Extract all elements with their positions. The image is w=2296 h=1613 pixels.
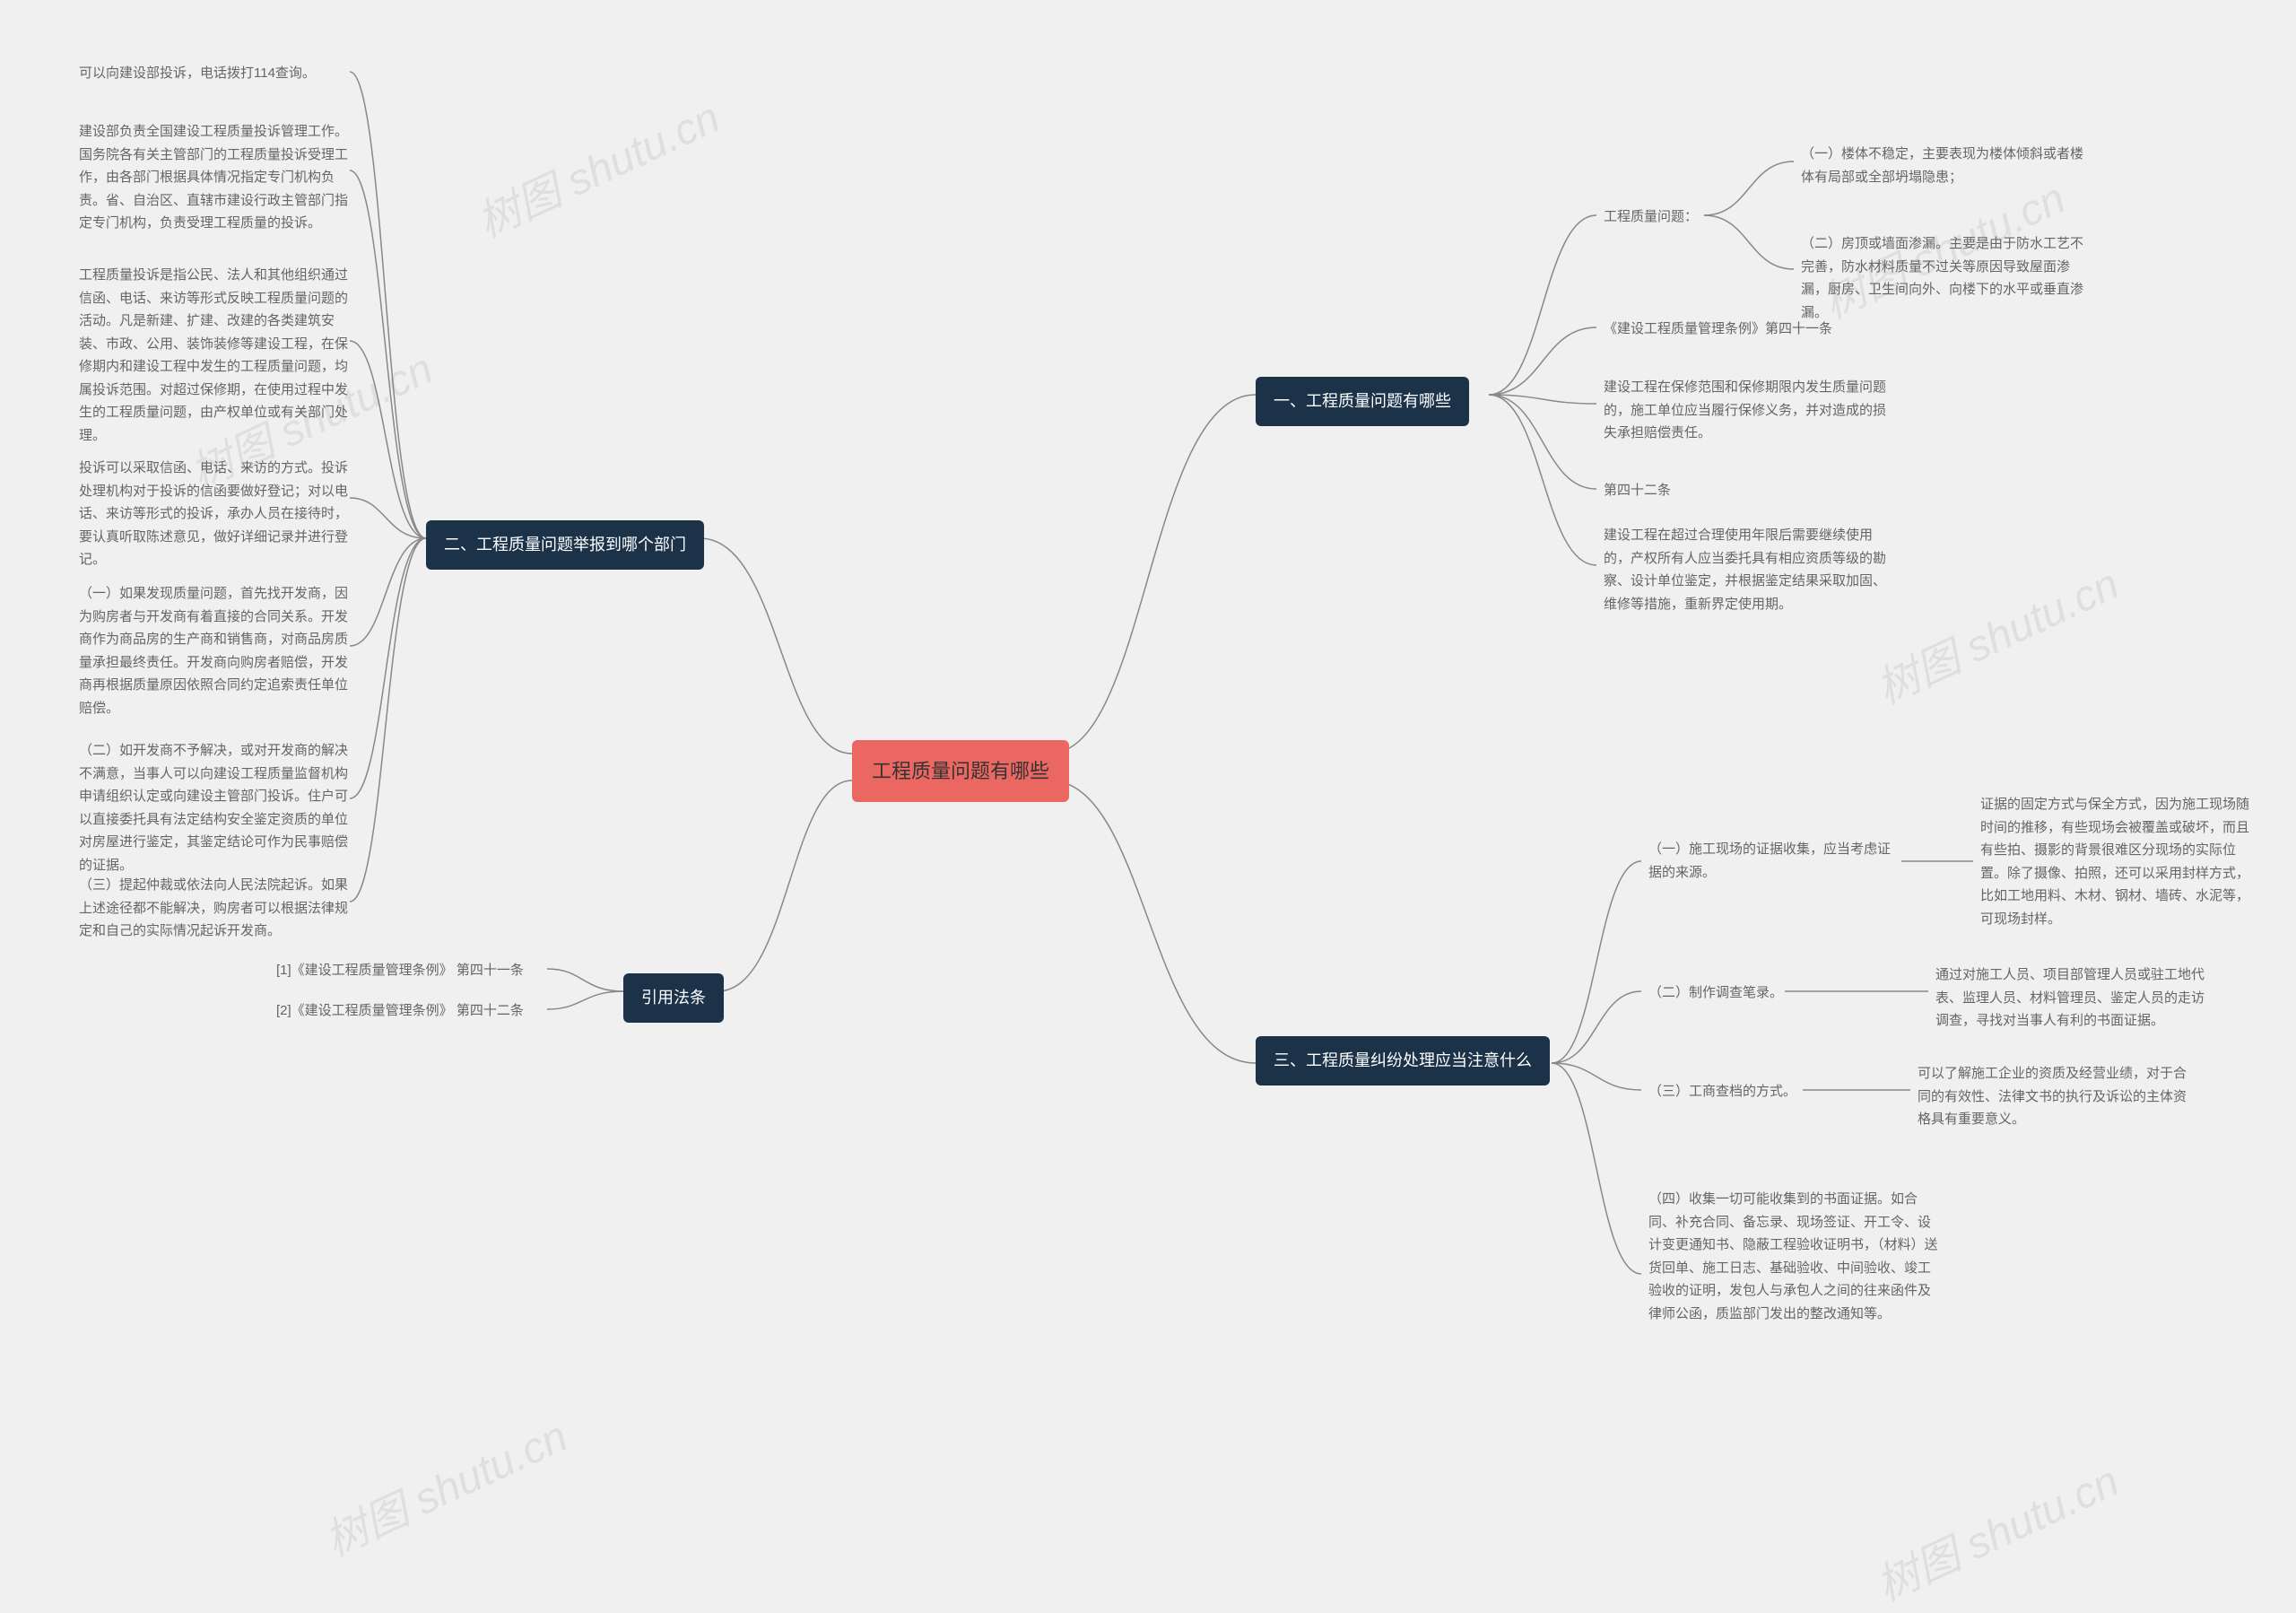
leaf-node: （三）提起仲裁或依法向人民法院起诉。如果上述途径都不能解决，购房者可以根据法律规… [72, 870, 359, 946]
leaf-node: 第四十二条 [1596, 475, 1678, 506]
leaf-node: 投诉可以采取信函、电话、来访的方式。投诉处理机构对于投诉的信函要做好登记；对以电… [72, 453, 359, 575]
branch-node[interactable]: 二、工程质量问题举报到哪个部门 [426, 520, 704, 570]
branch-node[interactable]: 引用法条 [623, 973, 724, 1023]
leaf-node: [1]《建设工程质量管理条例》 第四十一条 [269, 955, 531, 986]
leaf-node: 建设工程在保修范围和保修期限内发生质量问题的，施工单位应当履行保修义务，并对造成… [1596, 372, 1901, 449]
mid-node[interactable]: （三）工商查档的方式。 [1641, 1077, 1804, 1107]
leaf-node: 建设工程在超过合理使用年限后需要继续使用的，产权所有人应当委托具有相应资质等级的… [1596, 520, 1901, 619]
leaf-node: 通过对施工人员、项目部管理人员或驻工地代表、监理人员、材料管理员、鉴定人员的走访… [1928, 960, 2215, 1036]
leaf-node: 可以向建设部投诉，电话拨打114查询。 [72, 58, 323, 89]
leaf-node: 证据的固定方式与保全方式，因为施工现场随时间的推移，有些现场会被覆盖或破坏，而且… [1973, 789, 2260, 934]
leaf-node: 建设部负责全国建设工程质量投诉管理工作。国务院各有关主管部门的工程质量投诉受理工… [72, 117, 359, 239]
watermark: 树图 shutu.cn [1865, 1446, 2127, 1613]
mid-node[interactable]: （二）制作调查笔录。 [1641, 978, 1790, 1008]
branch-node[interactable]: 一、工程质量问题有哪些 [1256, 377, 1469, 426]
mindmap-container: 树图 shutu.cn 树图 shutu.cn 树图 shutu.cn 树图 s… [0, 0, 2296, 1555]
leaf-node: （一）如果发现质量问题，首先找开发商，因为购房者与开发商有着直接的合同关系。开发… [72, 579, 359, 723]
leaf-node: [2]《建设工程质量管理条例》 第四十二条 [269, 996, 531, 1026]
leaf-node: 可以了解施工企业的资质及经营业绩，对于合同的有效性、法律文书的执行及诉讼的主体资… [1910, 1059, 2197, 1135]
watermark: 树图 shutu.cn [1865, 549, 2127, 716]
mid-node[interactable]: （一）施工现场的证据收集，应当考虑证据的来源。 [1641, 834, 1901, 887]
leaf-node: （二）如开发商不予解决，或对开发商的解决不满意，当事人可以向建设工程质量监督机构… [72, 736, 359, 880]
branch-node[interactable]: 三、工程质量纠纷处理应当注意什么 [1256, 1036, 1550, 1086]
mid-node[interactable]: 工程质量问题： [1596, 202, 1705, 232]
leaf-node: 《建设工程质量管理条例》第四十一条 [1596, 314, 1839, 344]
leaf-node: （二）房顶或墙面渗漏。主要是由于防水工艺不完善，防水材料质量不过关等原因导致屋面… [1794, 229, 2099, 327]
leaf-node: （四）收集一切可能收集到的书面证据。如合同、补充合同、备忘录、现场签证、开工令、… [1641, 1184, 1946, 1329]
leaf-node: 工程质量投诉是指公民、法人和其他组织通过信函、电话、来访等形式反映工程质量问题的… [72, 260, 359, 450]
leaf-node: （一）楼体不稳定，主要表现为楼体倾斜或者楼体有局部或全部坍塌隐患； [1794, 139, 2099, 192]
watermark: 树图 shutu.cn [313, 1401, 576, 1568]
center-node[interactable]: 工程质量问题有哪些 [852, 740, 1069, 802]
watermark: 树图 shutu.cn [465, 83, 728, 249]
